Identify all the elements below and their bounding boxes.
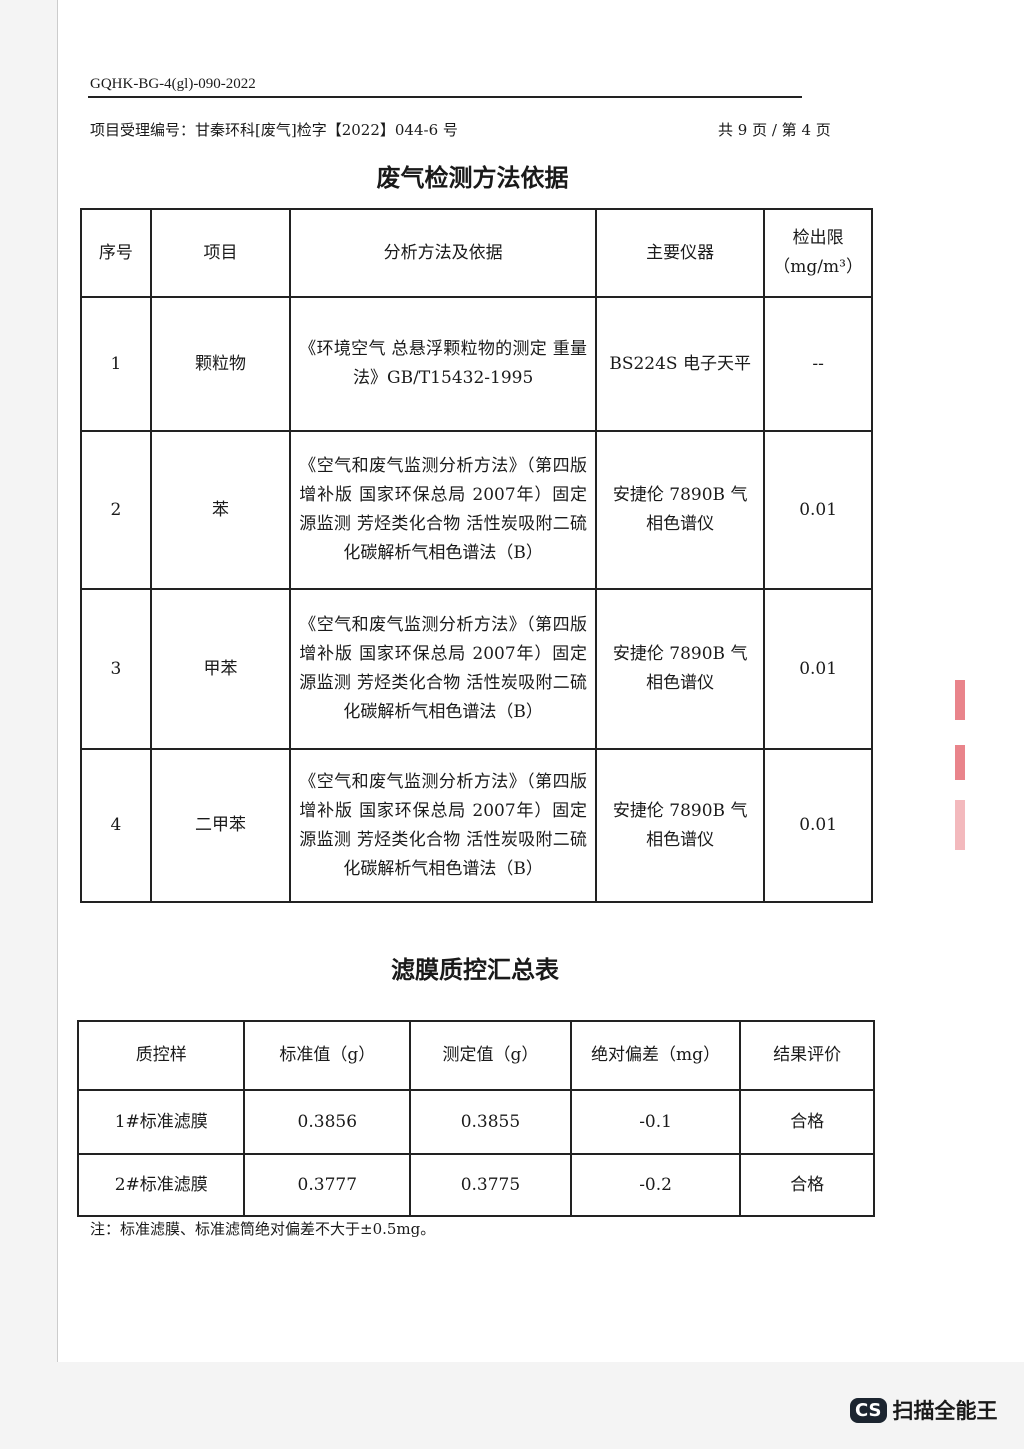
- stamp-fragment: [955, 680, 965, 720]
- cell-instrument: BS224S 电子天平: [595, 296, 766, 432]
- header-sample: 质控样: [76, 1020, 246, 1091]
- doc-code: GQHK-BG-4(gl)-090-2022: [90, 76, 256, 92]
- cell-limit: 0.01: [763, 588, 873, 750]
- header-method: 分析方法及依据: [289, 208, 598, 298]
- cell-instrument: 安捷伦 7890B 气相色谱仪: [595, 430, 766, 590]
- cell-deviation: -0.1: [569, 1089, 742, 1155]
- method-table: 序号 项目 分析方法及依据 主要仪器 检出限（mg/m³） 1 颗粒物 《环境空气 总悬浮颗…: [80, 208, 873, 903]
- cell-standard: 0.3856: [243, 1089, 412, 1155]
- watermark-text: 扫描全能王: [892, 1399, 998, 1423]
- cell-deviation: -0.2: [569, 1153, 742, 1217]
- cell-limit: 0.01: [763, 430, 873, 590]
- page-info: 共 9 页 / 第 4 页: [718, 121, 831, 139]
- cell-no: 3: [80, 588, 152, 750]
- table-note: 注：标准滤膜、标准滤筒绝对偏差不大于±0.5mg。: [90, 1220, 436, 1238]
- cell-limit: --: [763, 296, 873, 432]
- header-no: 序号: [80, 208, 152, 298]
- cell-method: 《空气和废气监测分析方法》（第四版 增补版 国家环保总局 2007年）固定源监测…: [289, 588, 598, 750]
- stamp-fragment: [955, 800, 965, 850]
- header-limit: 检出限（mg/m³）: [763, 208, 873, 298]
- header-result: 结果评价: [739, 1020, 875, 1091]
- table-row: 1 颗粒物 《环境空气 总悬浮颗粒物的测定 重量法》GB/T15432-1995 BS…: [80, 296, 873, 432]
- cell-no: 4: [80, 748, 152, 903]
- cell-standard: 0.3777: [243, 1153, 412, 1217]
- cell-result: 合格: [739, 1089, 875, 1155]
- table1-title: 废气检测方法依据: [376, 163, 569, 192]
- header-standard: 标准值（g）: [243, 1020, 412, 1091]
- stamp-fragment: [955, 745, 965, 780]
- cell-method: 《空气和废气监测分析方法》（第四版 增补版 国家环保总局 2007年）固定源监测…: [289, 430, 598, 590]
- header-item: 项目: [149, 208, 292, 298]
- header-instrument: 主要仪器: [595, 208, 766, 298]
- cell-no: 2: [80, 430, 152, 590]
- cell-result: 合格: [739, 1153, 875, 1217]
- cell-item: 颗粒物: [149, 296, 292, 432]
- table-row: 2 苯《空气和废气监测分析方法》（第四版 增补版 国家环保总局 2007年）固定源…: [80, 430, 873, 590]
- table-row: 4 二甲苯 《空气和废气监测分析方法》（第四版 增补版 国家环保总局 2007年）固…: [80, 748, 873, 903]
- cell-method: 《空气和废气监测分析方法》（第四版 增补版 国家环保总局 2007年）固定源监测…: [289, 748, 598, 903]
- cs-logo-icon: CS: [850, 1397, 887, 1423]
- header-rule: [88, 96, 802, 98]
- table-row: 3 甲苯 《空气和废气监测分析方法》（第四版 增补版 国家环保总局 2007年）固定…: [80, 588, 873, 750]
- table-row: 2#标准滤膜 0.3777 0.3775 -0.2 合格: [76, 1153, 875, 1217]
- cell-item: 苯: [149, 430, 292, 590]
- header-measured: 测定值（g）: [409, 1020, 572, 1091]
- cell-sample: 1#标准滤膜: [76, 1089, 246, 1155]
- cell-measured: 0.3775: [409, 1153, 572, 1217]
- cell-instrument: 安捷伦 7890B 气相色谱仪: [595, 748, 766, 903]
- table2-title: 滤膜质控汇总表: [391, 955, 559, 984]
- filter-qc-table: 质控样 标准值（g） 测定值（g） 绝对偏差（mg） 结果评价 1#标准滤膜 0.3856…: [76, 1020, 875, 1217]
- table-row: 1#标准滤膜 0.3856 0.3855 -0.1 合格: [76, 1089, 875, 1155]
- cell-limit: 0.01: [763, 748, 873, 903]
- cell-no: 1: [80, 296, 152, 432]
- cell-item: 二甲苯: [149, 748, 292, 903]
- cell-instrument: 安捷伦 7890B 气相色谱仪: [595, 588, 766, 750]
- project-number: 项目受理编号：甘秦环科[废气]检字【2022】044-6 号: [90, 121, 458, 139]
- scanner-watermark: CS 扫描全能王: [850, 1395, 998, 1425]
- cell-method: 《环境空气 总悬浮颗粒物的测定 重量法》GB/T15432-1995: [289, 296, 598, 432]
- cell-sample: 2#标准滤膜: [76, 1153, 246, 1217]
- cell-measured: 0.3855: [409, 1089, 572, 1155]
- header-deviation: 绝对偏差（mg）: [569, 1020, 742, 1091]
- cell-item: 甲苯: [149, 588, 292, 750]
